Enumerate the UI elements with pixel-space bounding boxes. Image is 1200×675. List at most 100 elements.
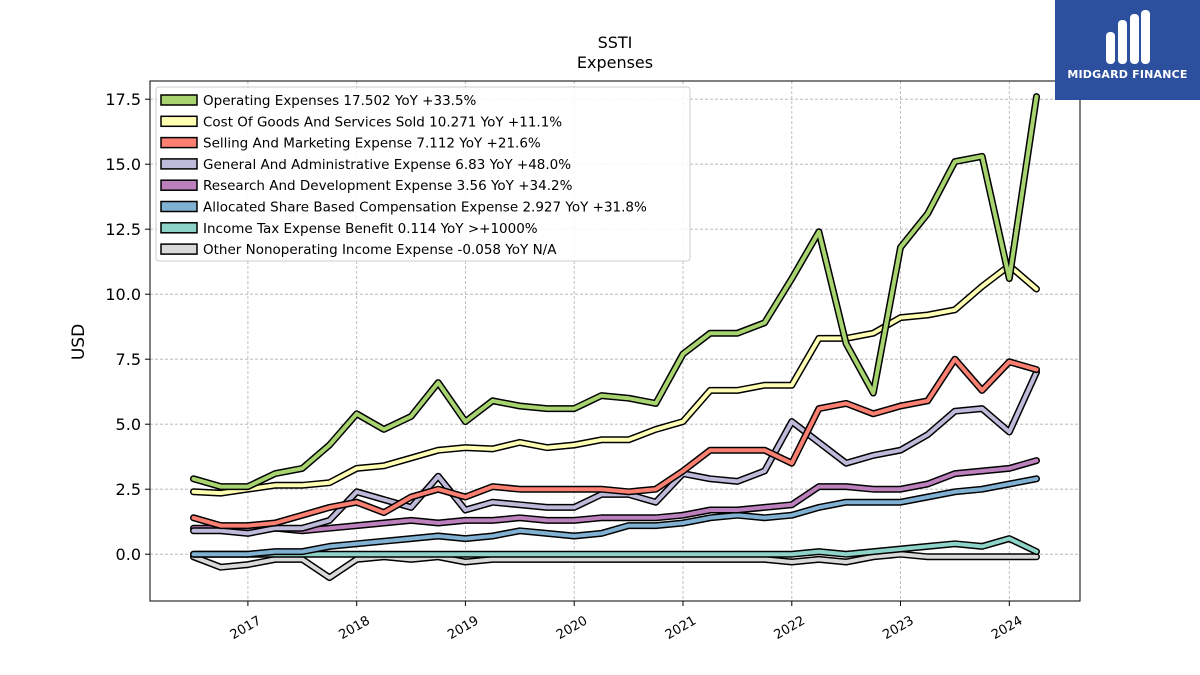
x-tick-label: 2021	[663, 613, 699, 643]
data-point	[192, 517, 195, 519]
data-point	[492, 519, 494, 522]
data-point	[383, 499, 385, 501]
data-point	[655, 488, 657, 490]
data-point	[927, 483, 929, 485]
data-point	[546, 553, 548, 555]
data-point	[492, 448, 494, 450]
data-point	[628, 558, 630, 561]
data-point	[872, 501, 874, 503]
data-point	[192, 553, 195, 555]
y-tick-label: 7.5	[116, 350, 141, 369]
data-point	[464, 509, 466, 511]
legend-swatch	[160, 200, 198, 213]
data-point	[682, 353, 684, 355]
data-point	[301, 551, 303, 553]
data-point	[736, 553, 739, 555]
data-point	[492, 558, 494, 561]
data-point	[709, 478, 711, 480]
data-point	[1035, 96, 1038, 98]
data-point	[899, 548, 902, 550]
legend-box	[155, 86, 691, 262]
data-point	[736, 509, 739, 511]
brand-mark-icon	[1106, 10, 1150, 64]
series-general-and-administrative-expense	[190, 368, 1040, 537]
data-point	[845, 561, 847, 563]
data-point	[356, 501, 358, 503]
data-point	[356, 558, 358, 561]
data-point	[791, 384, 793, 386]
data-point	[655, 501, 657, 503]
legend-swatch	[160, 158, 198, 170]
data-point	[519, 405, 521, 407]
data-point	[437, 475, 439, 477]
data-point	[600, 395, 603, 397]
data-point	[981, 155, 983, 157]
data-point	[519, 558, 521, 561]
data-point	[464, 421, 466, 423]
chart-subtitle: Expenses	[577, 53, 653, 72]
data-point	[220, 486, 222, 488]
legend-entry: Selling And Marketing Expense 7.112 YoY …	[203, 136, 541, 152]
data-point	[845, 343, 847, 345]
data-point	[328, 553, 331, 555]
data-point	[573, 488, 575, 490]
series-allocated-share-based-compensation-expense	[190, 475, 1040, 558]
data-point	[927, 545, 929, 548]
data-point	[383, 428, 385, 430]
data-point	[818, 337, 820, 339]
x-tick-label: 2017	[228, 613, 264, 643]
data-point	[274, 473, 276, 475]
data-point	[328, 444, 331, 446]
data-point	[519, 530, 521, 532]
data-point	[356, 491, 358, 493]
data-point	[927, 400, 929, 402]
data-point	[546, 506, 548, 508]
data-point	[301, 484, 303, 486]
x-tick-label: 2022	[772, 613, 808, 643]
data-point	[546, 558, 548, 561]
data-point	[682, 470, 684, 472]
data-point	[464, 496, 466, 498]
chart-title: SSTI	[598, 33, 633, 52]
data-point	[492, 535, 494, 537]
data-point	[872, 413, 874, 415]
data-point	[981, 545, 983, 548]
data-point	[437, 522, 439, 524]
data-point	[301, 467, 303, 469]
data-point	[954, 491, 956, 493]
data-point	[192, 530, 195, 532]
data-point	[192, 491, 195, 493]
data-point	[274, 484, 276, 486]
data-point	[709, 509, 711, 511]
legend-entry: Cost Of Goods And Services Sold 10.271 Y…	[203, 114, 562, 130]
data-point	[872, 392, 874, 394]
data-point	[356, 413, 358, 415]
data-point	[492, 501, 494, 503]
data-point	[600, 532, 603, 535]
data-point	[709, 517, 711, 519]
data-point	[981, 389, 983, 391]
data-point	[410, 457, 412, 459]
data-point	[709, 553, 711, 555]
data-point	[655, 553, 657, 555]
data-point	[981, 285, 983, 287]
data-point	[519, 517, 521, 519]
data-point	[899, 488, 902, 490]
data-point	[600, 439, 603, 441]
data-point	[328, 545, 331, 548]
brand-name: MIDGARD FINANCE	[1067, 68, 1188, 81]
x-tick-label: 2023	[880, 613, 916, 643]
data-point	[274, 551, 276, 553]
data-point	[927, 314, 929, 316]
series-line	[191, 357, 1039, 528]
data-point	[437, 488, 439, 490]
data-point	[954, 161, 956, 163]
data-point	[818, 441, 820, 443]
series-line	[191, 458, 1039, 533]
legend-swatch	[160, 115, 198, 128]
data-point	[845, 402, 847, 404]
data-point	[220, 566, 222, 568]
data-point	[600, 553, 603, 555]
data-point	[899, 553, 902, 555]
